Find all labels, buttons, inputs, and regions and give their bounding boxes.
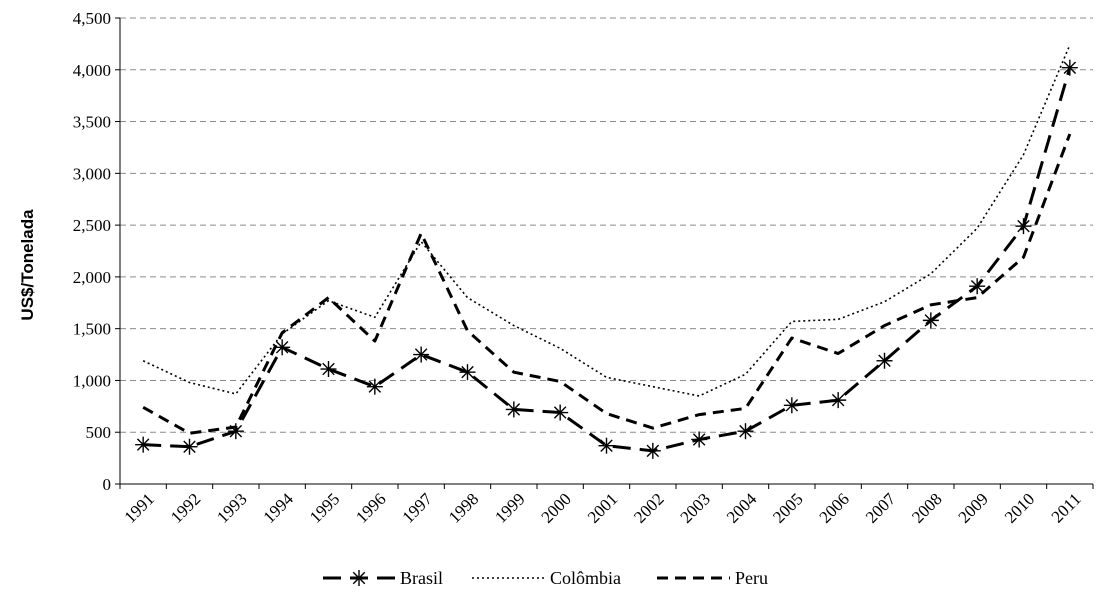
legend-label-colômbia: Colômbia — [550, 568, 621, 588]
x-tick-label-2010: 2010 — [1001, 489, 1038, 526]
y-tick-label-8: 4,000 — [73, 61, 111, 80]
grid-lines — [120, 17, 1093, 433]
y-tick-label-6: 3,000 — [73, 164, 111, 183]
series-line-brasil — [143, 67, 1072, 453]
point-brasil-1996 — [366, 378, 383, 395]
y-tick-label-7: 3,500 — [73, 113, 111, 132]
axes — [115, 17, 1094, 489]
series-line-peru — [142, 133, 1072, 435]
x-tick-label-2000: 2000 — [538, 489, 575, 526]
y-tick-label-3: 1,500 — [73, 320, 111, 339]
point-brasil-1997 — [413, 346, 430, 363]
point-brasil-1995 — [320, 361, 337, 378]
legend-label-peru: Peru — [735, 568, 768, 588]
legend-marker-brasil — [351, 570, 367, 586]
point-brasil-1993 — [227, 423, 244, 440]
point-brasil-2004 — [737, 423, 754, 440]
x-tick-label-2007: 2007 — [862, 489, 900, 527]
point-brasil-2005 — [783, 397, 800, 414]
point-brasil-1998 — [459, 364, 476, 381]
x-tick-label-2001: 2001 — [584, 489, 621, 526]
point-brasil-1994 — [274, 339, 291, 356]
y-tick-label-2: 1,000 — [73, 371, 111, 390]
point-brasil-2001 — [598, 437, 615, 454]
x-tick-label-2006: 2006 — [816, 489, 853, 526]
legend: Brasil Colômbia Peru — [323, 568, 768, 588]
point-brasil-1999 — [505, 401, 522, 418]
y-tick-label-5: 2,500 — [73, 216, 111, 235]
legend-item-brasil: Brasil — [323, 568, 443, 588]
x-tick-label-1994: 1994 — [260, 489, 298, 527]
x-tick-label-2005: 2005 — [769, 489, 806, 526]
point-brasil-1992 — [181, 438, 198, 455]
x-tick-label-1998: 1998 — [445, 489, 482, 526]
point-brasil-1991 — [135, 436, 152, 453]
point-brasil-2003 — [691, 431, 708, 448]
x-tick-labels: 1991 1992 1993 1994 1995 1996 1997 1998 1999 2000… — [121, 489, 1085, 527]
x-tick-label-1996: 1996 — [352, 489, 389, 526]
point-brasil-2011 — [1061, 59, 1078, 76]
x-tick-label-2002: 2002 — [630, 489, 667, 526]
x-tick-label-1997: 1997 — [399, 489, 437, 527]
point-brasil-2008 — [922, 312, 939, 329]
point-brasil-2000 — [552, 404, 569, 421]
legend-label-brasil: Brasil — [400, 568, 443, 588]
point-brasil-2010 — [1015, 218, 1032, 235]
legend-item-peru: Peru — [657, 568, 768, 588]
legend-item-colômbia: Colômbia — [472, 568, 621, 588]
x-tick-label-2009: 2009 — [955, 489, 992, 526]
y-axis-label: US$/Tonelada — [18, 209, 37, 321]
x-tick-label-2003: 2003 — [677, 489, 714, 526]
y-tick-label-0: 0 — [103, 475, 112, 494]
x-tick-label-1999: 1999 — [491, 489, 528, 526]
x-tick-label-2004: 2004 — [723, 489, 761, 527]
y-tick-labels: 0 500 1,000 1,500 2,000 2,500 3,000 3,500 4,000 4… — [73, 9, 111, 494]
series-line-colômbia — [142, 44, 1071, 397]
x-tick-label-1993: 1993 — [213, 489, 250, 526]
y-tick-label-9: 4,500 — [73, 9, 111, 28]
x-tick-label-1995: 1995 — [306, 489, 343, 526]
series-lines — [135, 44, 1078, 459]
x-tick-label-1992: 1992 — [167, 489, 204, 526]
point-brasil-2007 — [876, 352, 893, 369]
y-tick-label-1: 500 — [86, 423, 112, 442]
x-tick-label-2011: 2011 — [1048, 489, 1085, 526]
x-tick-label-1991: 1991 — [121, 489, 158, 526]
point-brasil-2002 — [644, 442, 661, 459]
x-tick-label-2008: 2008 — [908, 489, 945, 526]
y-tick-label-4: 2,000 — [73, 268, 111, 287]
point-brasil-2009 — [969, 278, 986, 295]
point-brasil-2006 — [830, 392, 847, 409]
